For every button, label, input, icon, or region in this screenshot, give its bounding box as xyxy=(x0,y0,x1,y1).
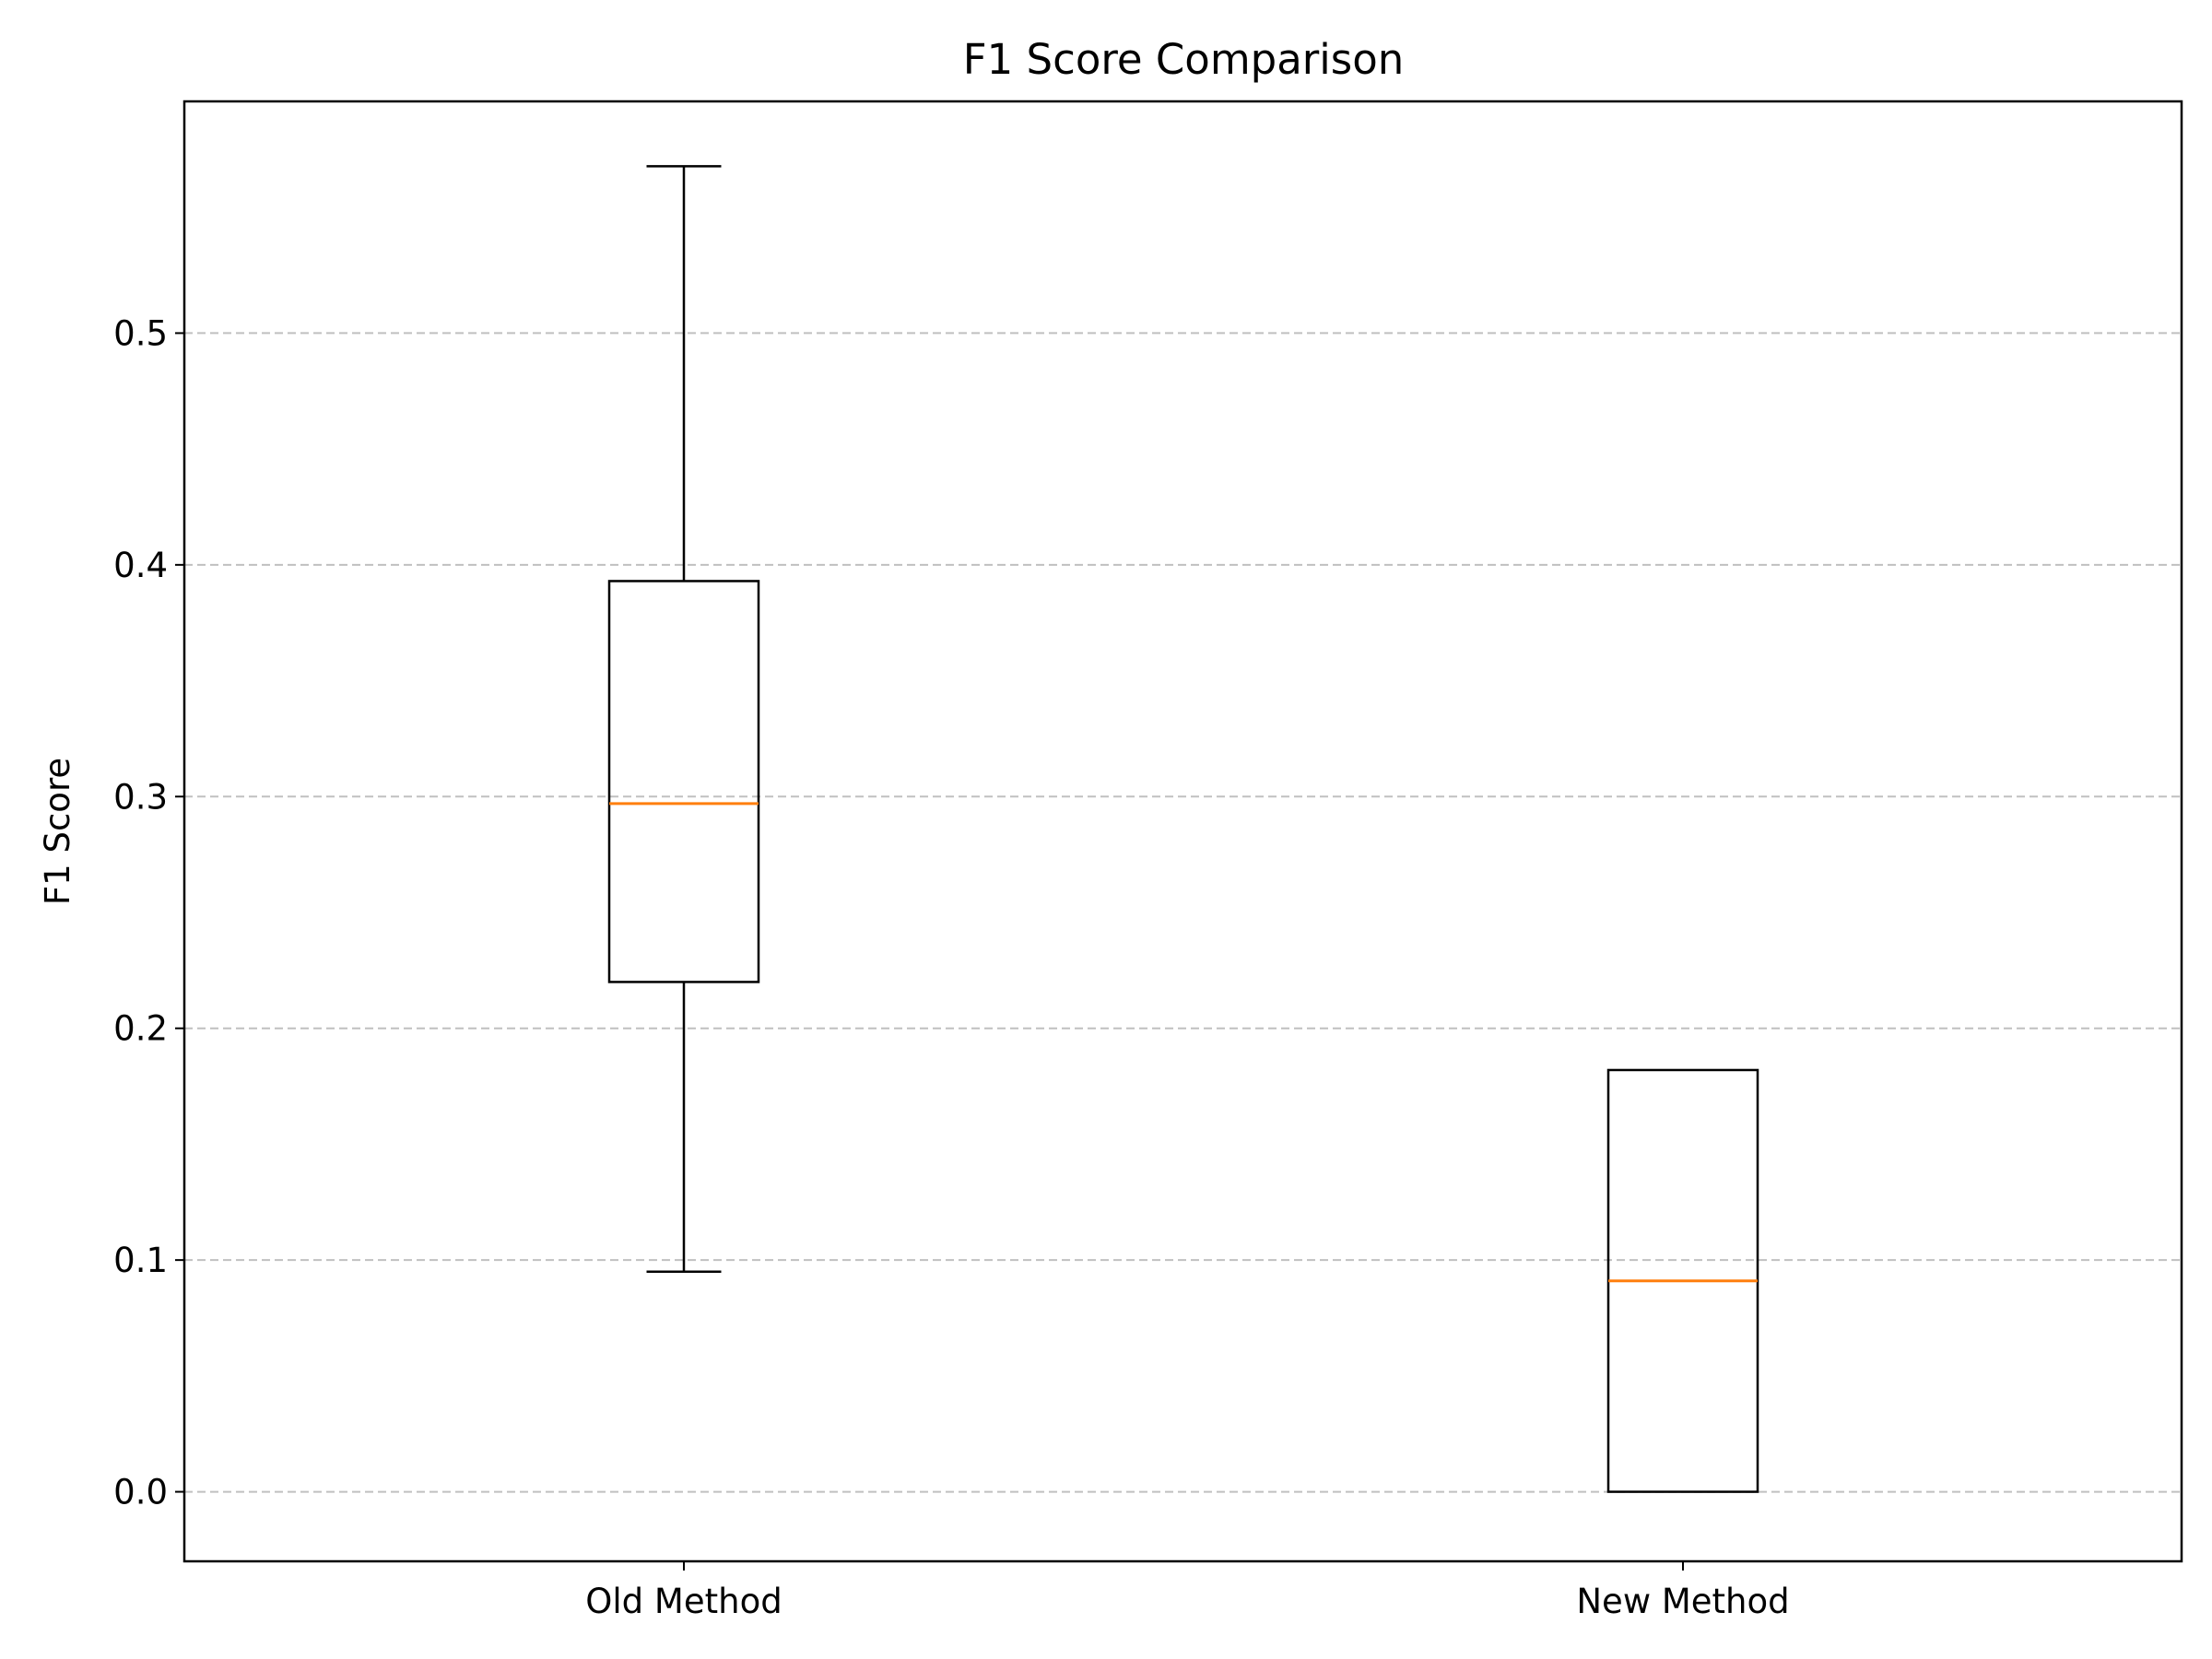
plot-area-frame xyxy=(182,100,2183,1563)
box-layer xyxy=(607,165,1759,1493)
y-axis-label: F1 Score xyxy=(38,758,77,905)
x-tick-label: Old Method xyxy=(585,1582,782,1621)
grid-layer xyxy=(184,332,2182,1493)
chart-title: F1 Score Comparison xyxy=(963,35,1405,84)
box-iqr xyxy=(607,580,760,983)
y-tick-label: 0.1 xyxy=(113,1241,168,1280)
y-tick-label: 0.0 xyxy=(113,1473,168,1512)
y-tick-label: 0.2 xyxy=(113,1009,168,1049)
y-tick-label: 0.4 xyxy=(113,546,168,585)
y-tick-label: 0.5 xyxy=(113,313,168,353)
x-tick-label: New Method xyxy=(1576,1582,1789,1621)
axis-layer: 0.0 0.1 0.2 0.3 0.4 0.5 Old Method New Method xyxy=(113,313,1789,1621)
y-tick-label: 0.3 xyxy=(113,777,168,817)
